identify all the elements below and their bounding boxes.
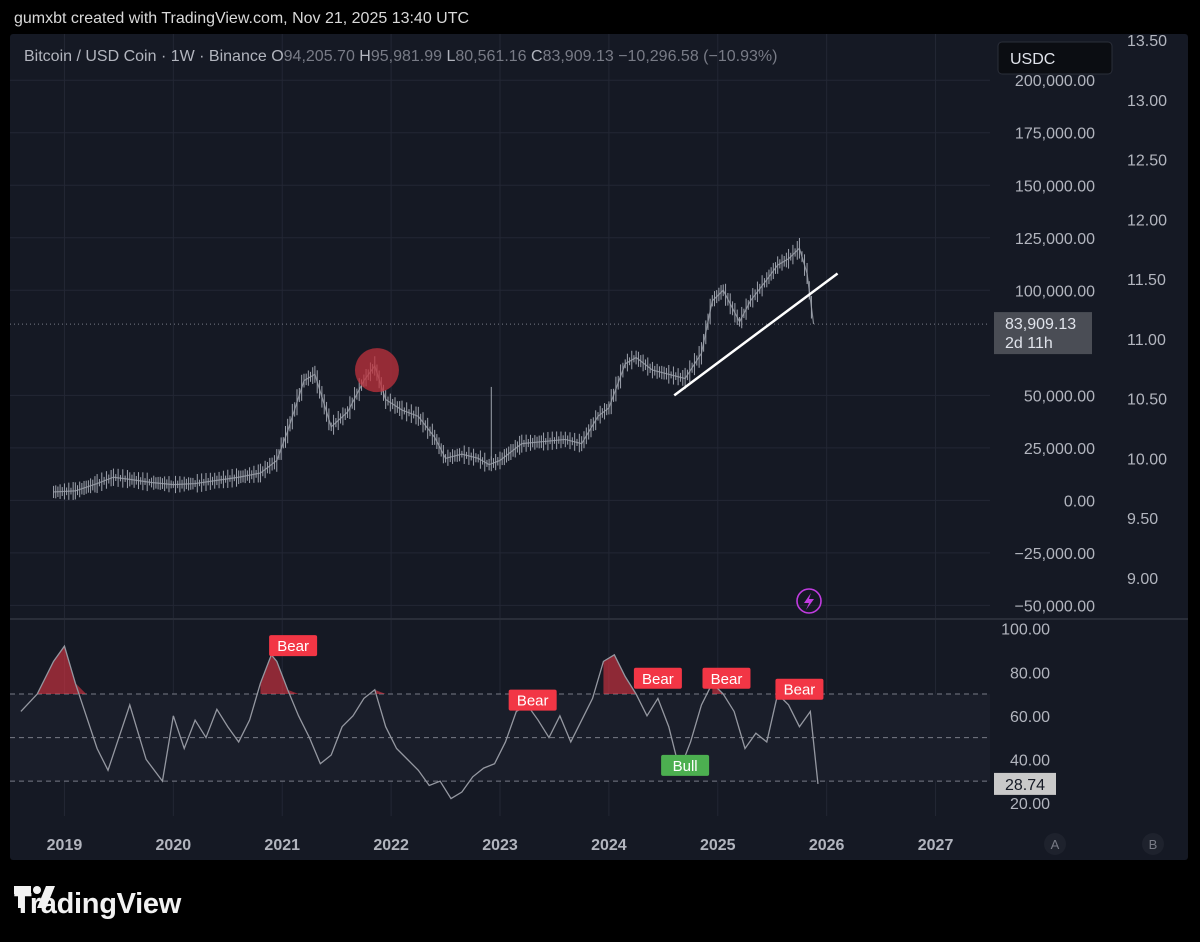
secondary-axis-tick-label: 10.50 — [1127, 392, 1167, 409]
bear-signal-label: Bear — [775, 678, 824, 700]
chart-svg: Bitcoin / USD Coin · 1W · Binance O94,20… — [10, 34, 1188, 855]
close-value: 83,909.13 — [543, 48, 619, 65]
high-value: 95,981.99 — [371, 48, 447, 65]
currency-button[interactable]: USDC — [997, 41, 1113, 75]
bear-signal-label: Bear — [269, 635, 318, 657]
price-axis-tick-label: 125,000.00 — [1015, 231, 1095, 248]
bear-signal-label: Bear — [508, 689, 557, 711]
time-axis-tick-label: 2020 — [156, 837, 192, 854]
bear-signal-text: Bear — [517, 693, 549, 710]
bear-signal-bg — [702, 667, 751, 689]
low-label: L — [446, 48, 455, 65]
low-value: 80,561.16 — [455, 48, 531, 65]
bear-signal-label: Bear — [633, 667, 682, 689]
rsi-overbought-fill — [37, 646, 87, 695]
rsi-line — [20, 644, 819, 800]
price-axis-tick-label: −50,000.00 — [1014, 598, 1095, 615]
chart-author-header: gumxbt created with TradingView.com, Nov… — [14, 10, 470, 27]
rsi-axis-tick-label: 40.00 — [1010, 752, 1050, 769]
alert-lightning-icon[interactable] — [796, 588, 822, 614]
pane-button-label[interactable]: A — [1051, 837, 1060, 852]
rsi-axis-tick-label: 100.00 — [1001, 622, 1050, 639]
secondary-axis-tick-label: 12.00 — [1127, 212, 1167, 229]
secondary-axis-tick-label: 11.00 — [1127, 332, 1166, 349]
bear-signal-bg — [633, 667, 682, 689]
price-axis-tick-label: 50,000.00 — [1024, 388, 1095, 405]
time-axis-tick-label: 2025 — [700, 837, 736, 854]
bear-signal-text: Bear — [784, 682, 816, 699]
secondary-axis-tick-label: 13.50 — [1127, 34, 1167, 50]
bear-signal-bg — [269, 635, 318, 657]
bear-signal-text: Bear — [277, 638, 309, 655]
secondary-axis-tick-label: 11.50 — [1127, 272, 1166, 289]
price-axis-tick-label: 0.00 — [1064, 493, 1095, 510]
last-price-label: 83,909.13 — [1005, 316, 1076, 333]
symbol-info-line: Bitcoin / USD Coin · 1W · Binance O94,20… — [24, 48, 777, 65]
bear-signal-text: Bear — [711, 671, 743, 688]
time-axis-tick-label: 2027 — [918, 837, 954, 854]
bull-signal-text: Bull — [673, 758, 698, 775]
bull-signal-label: Bull — [661, 754, 710, 776]
time-axis-tick-label: 2023 — [482, 837, 518, 854]
rsi-overbought-fill — [603, 654, 647, 695]
time-axis-tick-label: 2021 — [264, 837, 300, 854]
currency-button-bg[interactable] — [997, 41, 1113, 75]
price-series — [53, 237, 815, 500]
price-axis-tick-label: 25,000.00 — [1024, 441, 1095, 458]
bear-signal-text: Bear — [642, 671, 674, 688]
support-trendline[interactable] — [673, 272, 839, 397]
rsi-axis-tick-label: 80.00 — [1010, 665, 1050, 682]
rsi-axis-tick-label: 60.00 — [1010, 709, 1050, 726]
bear-signal-label: Bear — [702, 667, 751, 689]
time-axis-tick-label: 2024 — [591, 837, 627, 854]
price-axis-tick-label: 150,000.00 — [1015, 178, 1095, 195]
pane-button-label[interactable]: B — [1149, 837, 1158, 852]
price-axis-tick-label: 100,000.00 — [1015, 283, 1095, 300]
countdown-label: 2d 11h — [1005, 335, 1053, 352]
bear-signal-bg — [508, 689, 557, 711]
secondary-axis-tick-label: 9.00 — [1127, 571, 1158, 588]
rsi-axis-tick-label: 20.00 — [1010, 796, 1050, 813]
time-axis-tick-label: 2019 — [47, 837, 83, 854]
pane-button-b[interactable] — [1142, 833, 1164, 855]
bear-signal-bg — [775, 678, 824, 700]
rsi-overbought-fill — [260, 654, 299, 695]
price-line — [53, 247, 815, 493]
time-axis-tick-label: 2022 — [373, 837, 409, 854]
close-label: C — [531, 48, 543, 65]
rsi-value-label: 28.74 — [1005, 777, 1045, 794]
open-value: 94,205.70 — [284, 48, 360, 65]
symbol-title: Bitcoin / USD Coin · 1W · Binance — [24, 48, 271, 65]
secondary-axis-tick-label: 9.50 — [1127, 511, 1158, 528]
tradingview-logo-icon — [14, 886, 55, 908]
tradingview-brand: TradingView — [14, 884, 181, 924]
secondary-axis-tick-label: 13.00 — [1127, 93, 1167, 110]
price-axis-tick-label: −25,000.00 — [1014, 546, 1095, 563]
currency-button-label[interactable]: USDC — [1010, 51, 1055, 68]
time-axis-tick-label: 2026 — [809, 837, 845, 854]
change-value: −10,296.58 (−10.93%) — [618, 48, 777, 65]
high-label: H — [359, 48, 371, 65]
highlight-circle — [354, 348, 399, 393]
rsi-value-label-bg — [994, 772, 1056, 795]
price-axis-tick-label: 175,000.00 — [1015, 126, 1095, 143]
alert-lightning-bolt[interactable] — [804, 593, 814, 610]
chart-frame: Bitcoin / USD Coin · 1W · Binance O94,20… — [10, 34, 1188, 860]
secondary-axis-tick-label: 12.50 — [1127, 153, 1167, 170]
pane-button-a[interactable] — [1044, 833, 1066, 855]
rsi-overbought-fill — [374, 689, 386, 695]
rsi-overbought-fill — [712, 683, 735, 695]
open-label: O — [271, 48, 283, 65]
last-price-label-bg — [994, 312, 1092, 355]
secondary-axis-tick-label: 10.00 — [1127, 451, 1167, 468]
price-axis-tick-label: 200,000.00 — [1015, 73, 1095, 90]
bull-signal-bg — [661, 754, 710, 776]
